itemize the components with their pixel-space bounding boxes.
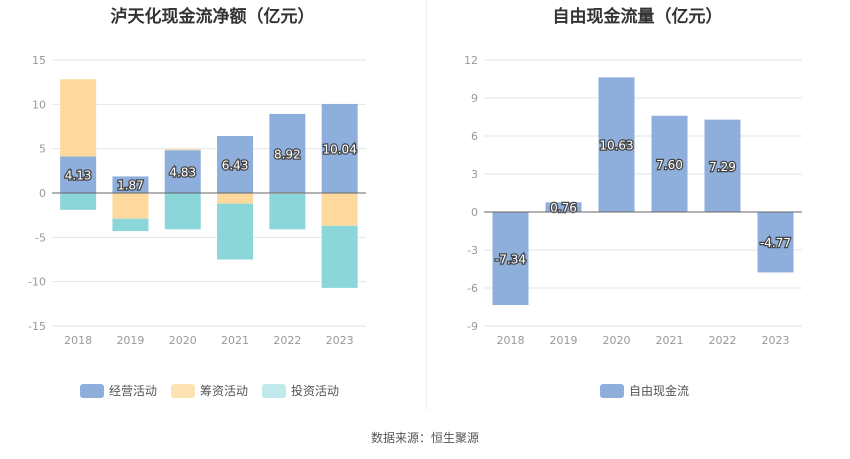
y-tick-label: 3 [471,168,478,181]
bar-free-cash-flow [492,212,529,305]
bar-financing [112,193,149,219]
bar-operating [269,113,306,193]
y-tick-label: 0 [471,206,478,219]
y-tick-label: 10 [32,98,46,111]
y-tick-label: 15 [32,54,46,67]
data-label: 8.92 [274,147,301,161]
right-chart-title: 自由现金流量（亿元） [552,7,723,27]
x-tick-label: 2020 [603,334,631,347]
legend-swatch-investing [262,383,287,398]
bar-operating [112,176,149,193]
y-tick-label: 12 [464,54,478,67]
legend-swatch-operating [80,383,104,398]
bar-free-cash-flow [598,77,635,212]
legend-swatch-free-cash-flow [600,383,624,398]
bar-free-cash-flow [757,212,794,273]
y-tick-label: 6 [471,130,478,143]
x-tick-label: 2023 [762,334,790,347]
left-chart-title: 泸天化现金流净额（亿元） [110,7,315,27]
bar-operating [164,150,201,193]
legend-item-financing[interactable]: 筹资活动 [171,382,248,399]
legend-label-operating: 经营活动 [109,384,158,398]
y-tick-label: 9 [471,92,478,105]
y-tick-label: -9 [467,320,478,333]
data-label: 7.29 [709,160,736,174]
bar-investing [269,193,306,230]
y-tick-label: -15 [28,320,46,333]
x-tick-label: 2019 [550,334,578,347]
bar-financing [60,79,97,157]
legend-swatch-financing [171,383,196,398]
data-label: 10.04 [322,142,356,156]
data-label: 7.60 [656,158,683,172]
bar-investing [60,193,97,210]
bar-financing [217,193,254,204]
x-tick-label: 2022 [709,334,737,347]
bar-operating [217,135,254,193]
x-tick-label: 2020 [169,334,197,347]
data-label: -7.34 [495,252,526,266]
bar-financing [321,193,358,226]
x-tick-label: 2021 [221,334,249,347]
y-tick-label: 5 [39,143,46,156]
data-source: 数据来源：恒生聚源 [370,431,479,445]
legend-item-operating[interactable]: 经营活动 [80,382,157,399]
x-tick-label: 2018 [64,334,92,347]
legend-label-investing: 投资活动 [291,384,340,398]
left-legend: 经营活动 筹资活动 投资活动 [80,382,353,399]
x-tick-label: 2023 [326,334,354,347]
panel-divider [426,0,427,410]
y-tick-label: -5 [35,231,46,244]
x-tick-label: 2022 [273,334,301,347]
data-label: 1.87 [117,179,144,193]
bar-free-cash-flow [704,119,741,212]
bar-investing [112,218,149,232]
y-tick-label: -6 [467,282,478,295]
x-tick-label: 2019 [116,334,144,347]
bar-financing [164,149,201,151]
legend-label-free-cash-flow: 自由现金流 [629,384,690,398]
data-label: 0.76 [550,201,577,215]
y-tick-label: -3 [467,244,478,257]
data-label: 10.63 [599,139,633,153]
x-tick-label: 2018 [497,334,525,347]
bar-operating [60,156,97,193]
bar-investing [321,225,358,288]
bar-investing [164,193,201,230]
data-label: 4.83 [169,166,196,180]
legend-item-investing[interactable]: 投资活动 [262,382,339,399]
x-tick-label: 2021 [656,334,684,347]
bar-free-cash-flow [545,202,582,212]
data-label: 4.13 [65,169,92,183]
legend-item-free-cash-flow[interactable]: 自由现金流 [600,382,689,399]
right-legend: 自由现金流 [600,382,703,399]
data-label: 6.43 [222,158,249,172]
y-tick-label: -10 [28,276,46,289]
charts-canvas: 15 10 5 0 -5 -10 -15 4.13 2018 1.87 2019 4.83 2020 6.… [28,54,802,347]
bar-operating [321,103,358,193]
bar-investing [217,203,254,260]
legend-label-financing: 筹资活动 [200,384,249,398]
bar-free-cash-flow [651,115,688,212]
data-label: -4.77 [760,236,791,250]
y-tick-label: 0 [39,187,46,200]
